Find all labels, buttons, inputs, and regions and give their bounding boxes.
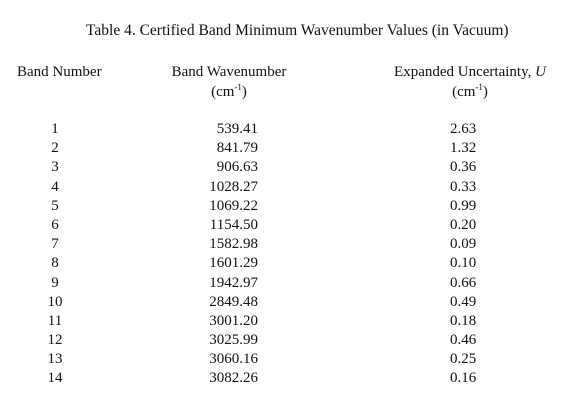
table-row: 5 1069.22 0.99 (0, 197, 582, 216)
band-wavenumber-cell: 841.79 (216, 140, 258, 157)
table-body: 1 539.41 2.63 2 841.79 1.32 3 906.63 0.36 4 1028.2… (0, 120, 582, 389)
expanded-uncertainty-cell: 0.33 (450, 178, 477, 195)
expanded-uncertainty-cell: 1.32 (450, 140, 477, 157)
band-wavenumber-cell: 3001.20 (209, 312, 258, 329)
table-row: 1 539.41 2.63 (0, 120, 582, 139)
table-row: 12 3025.99 0.46 (0, 331, 582, 350)
table-row: 14 3082.26 0.16 (0, 369, 582, 388)
unit-base: (cm (211, 84, 235, 100)
band-number-cell: 2 (51, 140, 59, 157)
table-caption: Table 4. Certified Band Minimum Wavenumb… (86, 22, 509, 39)
unit-base: (cm (452, 84, 476, 100)
column-header-band-wavenumber: Band Wavenumber (cm-1) (159, 62, 299, 102)
band-number-cell: 14 (47, 370, 63, 387)
band-wavenumber-cell: 1069.22 (209, 197, 258, 214)
band-wavenumber-cell: 1582.98 (209, 236, 258, 253)
band-number-cell: 12 (47, 332, 63, 349)
expanded-uncertainty-cell: 0.99 (450, 197, 477, 214)
table-row: 11 3001.20 0.18 (0, 312, 582, 331)
band-wavenumber-cell: 1154.50 (209, 216, 258, 233)
band-number-cell: 1 (51, 121, 59, 137)
table-row: 6 1154.50 0.20 (0, 216, 582, 235)
table-row: 4 1028.27 0.33 (0, 178, 582, 197)
band-wavenumber-cell: 3025.99 (209, 332, 258, 349)
expanded-uncertainty-cell: 0.20 (450, 216, 477, 233)
expanded-uncertainty-cell: 0.25 (450, 351, 477, 368)
unit-exponent: -1 (234, 82, 242, 92)
table-row: 10 2849.48 0.49 (0, 293, 582, 312)
band-wavenumber-cell: 2849.48 (209, 293, 258, 310)
band-wavenumber-unit: (cm-1) (159, 82, 299, 102)
expanded-uncertainty-cell: 0.46 (450, 332, 477, 349)
band-wavenumber-cell: 3060.16 (209, 351, 258, 368)
expanded-uncertainty-unit: (cm-1) (382, 82, 558, 102)
table-row: 9 1942.97 0.66 (0, 274, 582, 293)
expanded-uncertainty-cell: 0.49 (450, 293, 477, 310)
table-row: 2 841.79 1.32 (0, 139, 582, 158)
expanded-uncertainty-cell: 0.66 (450, 274, 477, 291)
band-number-cell: 3 (51, 159, 59, 176)
band-number-cell: 7 (51, 236, 59, 253)
band-wavenumber-label: Band Wavenumber (171, 64, 287, 80)
band-wavenumber-cell: 1942.97 (209, 274, 258, 291)
band-number-cell: 6 (51, 216, 59, 233)
expanded-uncertainty-label: Expanded Uncertainty, U (382, 62, 558, 82)
unit-close: ) (482, 84, 488, 100)
band-wavenumber-cell: 1028.27 (209, 178, 258, 195)
band-number-cell: 4 (51, 178, 59, 195)
unit-close: ) (241, 84, 247, 100)
band-number-cell: 11 (47, 312, 63, 329)
expanded-uncertainty-cell: 0.10 (450, 255, 477, 272)
column-header-band-number: Band Number (17, 62, 102, 82)
band-wavenumber-cell: 1601.29 (209, 255, 258, 272)
band-number-cell: 9 (51, 274, 59, 291)
band-wavenumber-cell: 3082.26 (209, 370, 258, 387)
band-number-cell: 8 (51, 255, 59, 272)
band-number-cell: 10 (47, 293, 63, 310)
uncertainty-symbol: U (535, 64, 546, 80)
unit-exponent: -1 (475, 82, 483, 92)
expanded-uncertainty-cell: 0.36 (450, 159, 477, 176)
expanded-uncertainty-cell: 2.63 (450, 121, 477, 137)
band-number-label: Band Number (17, 64, 102, 80)
table-row: 3 906.63 0.36 (0, 158, 582, 177)
column-header-expanded-uncertainty: Expanded Uncertainty, U (cm-1) (382, 62, 558, 102)
band-number-cell: 13 (47, 351, 63, 368)
expanded-uncertainty-cell: 0.18 (450, 312, 477, 329)
expanded-uncertainty-cell: 0.09 (450, 236, 477, 253)
table-row: 8 1601.29 0.10 (0, 254, 582, 273)
table-row: 13 3060.16 0.25 (0, 350, 582, 369)
expanded-uncertainty-text: Expanded Uncertainty, (394, 64, 532, 80)
band-wavenumber-cell: 539.41 (216, 121, 258, 137)
band-number-cell: 5 (51, 197, 59, 214)
band-wavenumber-cell: 906.63 (216, 159, 258, 176)
table-row: 7 1582.98 0.09 (0, 235, 582, 254)
expanded-uncertainty-cell: 0.16 (450, 370, 477, 387)
